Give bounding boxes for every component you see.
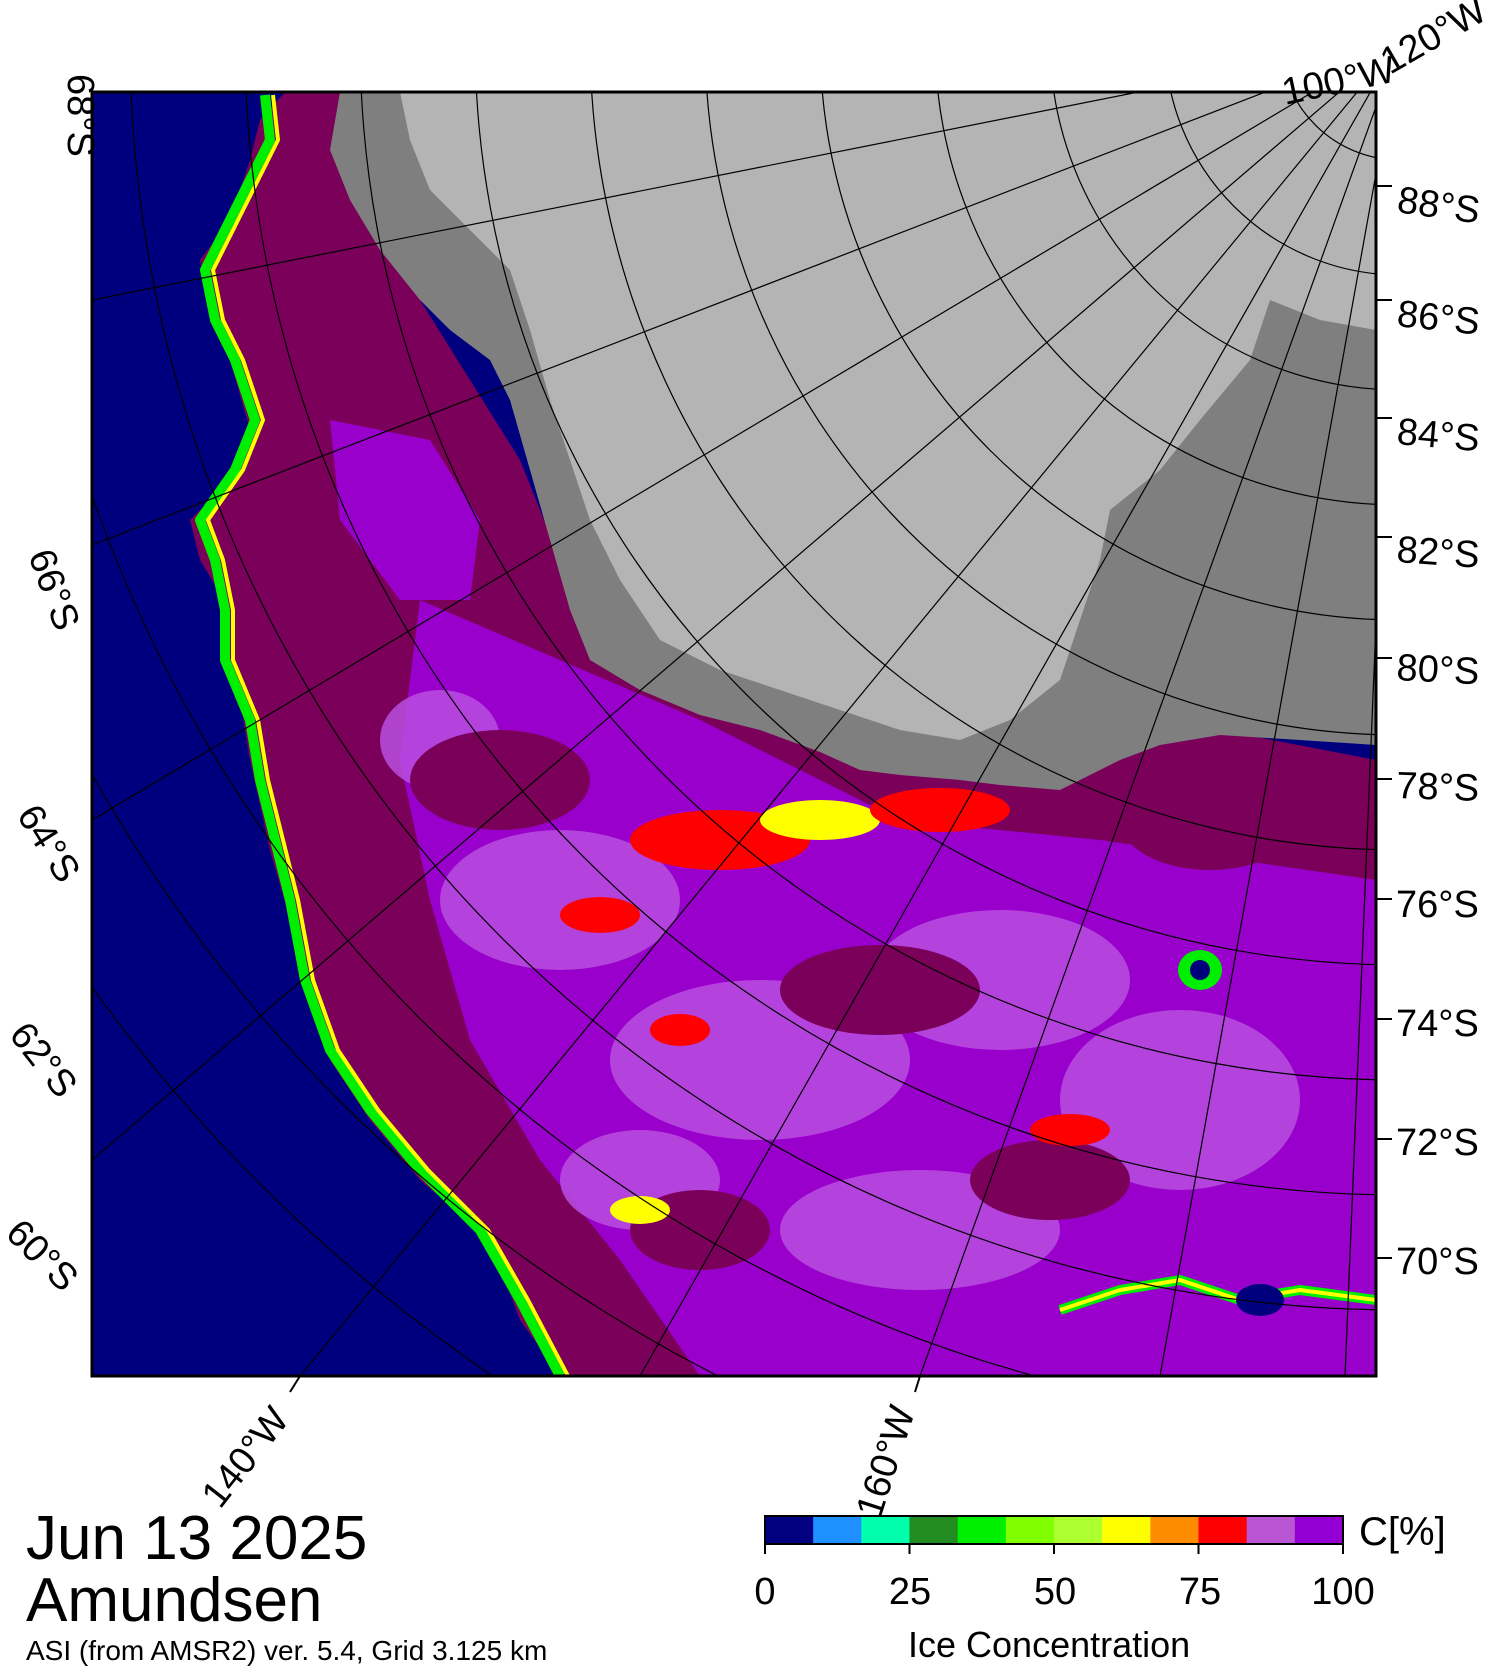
- colorbar-tick-50: 50: [1033, 1571, 1077, 1613]
- lat-label-84: 84°S: [1395, 411, 1481, 460]
- colorbar-bin: [1198, 1516, 1248, 1544]
- lat-label-86: 86°S: [1395, 293, 1482, 343]
- colorbar-bin: [1054, 1516, 1103, 1544]
- colorbar-bin: [1102, 1516, 1151, 1544]
- colorbar-bin: [813, 1516, 862, 1544]
- lon-label-120w: 120°W: [1374, 0, 1494, 83]
- lon-label-140w: 140°W: [194, 1399, 298, 1515]
- lat-label-60: 60°S: [0, 1212, 86, 1300]
- colorbar-title: Ice Concentration: [908, 1624, 1191, 1665]
- lat-label-70: 70°S: [1396, 1241, 1479, 1283]
- colorbar-bin: [1294, 1516, 1344, 1544]
- lat-labels-right: 88°S 86°S 84°S 82°S 80°S 78°S 76°S 74°S …: [1376, 179, 1483, 1283]
- product-info: ASI (from AMSR2) ver. 5.4, Grid 3.125 km: [26, 1635, 548, 1666]
- colorbar-bin: [765, 1516, 814, 1544]
- antarctic-land-light: [400, 92, 1376, 740]
- lat-label-88: 88°S: [1395, 179, 1483, 232]
- map-date: Jun 13 2025: [26, 1504, 368, 1573]
- colorbar-tick-25: 25: [888, 1571, 932, 1613]
- lat-label-66: 66°S: [20, 544, 88, 636]
- meridians: [92, 92, 1376, 1376]
- map-frame: [90, 90, 1378, 1378]
- lat-label-72: 72°S: [1396, 1122, 1479, 1164]
- colorbar-tick-0: 0: [754, 1571, 776, 1613]
- colorbar-tick-75: 75: [1178, 1571, 1222, 1613]
- lon-label-160w: 160°W: [849, 1401, 924, 1523]
- marginal-ice-zone: [195, 94, 1376, 1376]
- colorbar-bin: [1005, 1516, 1055, 1544]
- colorbar-tick-100: 100: [1311, 1571, 1375, 1613]
- lat-label-62: 62°S: [1, 1015, 85, 1106]
- lat-labels-left: 68°S 66°S 64°S 62°S 60°S: [0, 74, 101, 1300]
- map-region: Amundsen: [26, 1566, 323, 1635]
- lat-label-76: 76°S: [1396, 884, 1479, 926]
- colorbar-bin: [1150, 1516, 1199, 1544]
- lat-label-80: 80°S: [1396, 647, 1481, 693]
- colorbar-unit: C[%]: [1359, 1510, 1446, 1554]
- colorbar-bin: [861, 1516, 910, 1544]
- ice-red-patches: [560, 788, 1284, 1316]
- lat-label-74: 74°S: [1396, 1003, 1479, 1045]
- colorbar: [764, 1515, 1344, 1554]
- lat-label-68: 68°S: [59, 74, 101, 157]
- lat-label-64: 64°S: [8, 798, 88, 890]
- lat-label-82: 82°S: [1395, 529, 1481, 577]
- colorbar-bin: [1246, 1516, 1296, 1544]
- lat-label-78: 78°S: [1396, 765, 1480, 810]
- colorbar-bin: [957, 1516, 1007, 1544]
- colorbar-bin: [909, 1516, 959, 1544]
